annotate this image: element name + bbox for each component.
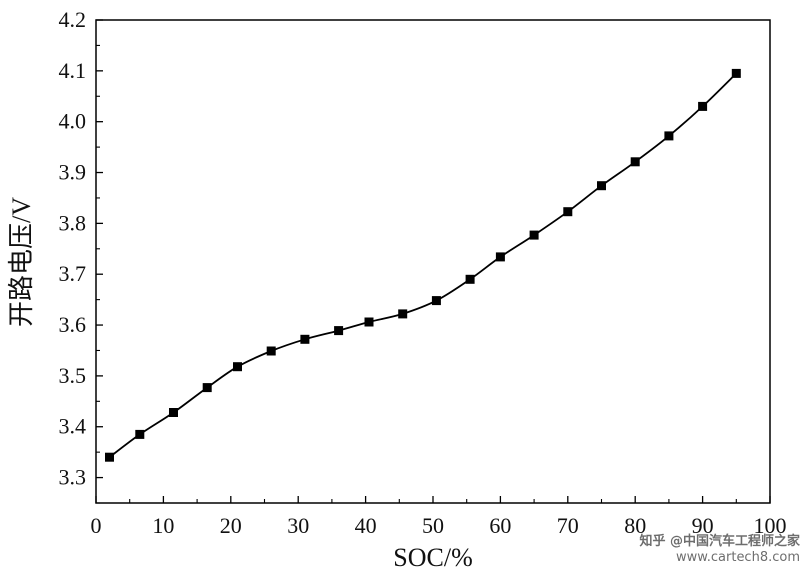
data-point	[495, 252, 505, 262]
x-tick-label: 80	[624, 513, 646, 538]
x-tick-label: 100	[754, 513, 787, 538]
data-point	[563, 207, 573, 217]
y-tick-label: 4.1	[59, 58, 87, 83]
y-tick-label: 3.7	[59, 261, 87, 286]
x-axis-title: SOC/%	[393, 543, 472, 572]
y-tick-label: 3.3	[59, 465, 87, 490]
watermark-site: www.cartech8.com	[676, 550, 800, 565]
x-tick-label: 70	[557, 513, 579, 538]
y-tick-label: 3.6	[59, 312, 87, 337]
plot-frame	[95, 19, 771, 504]
y-axis-ticks: 3.3 3.4 3.5 3.6 3.7 3.8 3.9 4.0 4.1 4.2	[59, 7, 103, 504]
data-point	[731, 68, 741, 78]
data-point	[465, 274, 475, 284]
x-tick-label: 40	[355, 513, 377, 538]
data-point	[398, 309, 408, 319]
x-tick-label: 0	[91, 513, 102, 538]
data-point	[233, 362, 242, 372]
y-tick-label: 4.0	[59, 109, 87, 134]
data-point	[698, 101, 708, 111]
data-point	[169, 408, 178, 417]
x-axis-ticks: 0 10 20 30 40 50 60 70 80 90 100	[91, 496, 787, 538]
watermark: 知乎 @中国汽车工程师之家 www.cartech8.com	[639, 534, 800, 566]
data-point	[334, 326, 344, 336]
y-tick-label: 3.9	[59, 160, 87, 185]
data-point	[431, 296, 441, 306]
data-point	[300, 334, 310, 344]
x-tick-label: 50	[422, 513, 444, 538]
data-point	[266, 346, 276, 356]
x-tick-label: 60	[489, 513, 511, 538]
y-tick-label: 3.8	[59, 210, 87, 235]
watermark-brand: 知乎 @中国汽车工程师之家	[639, 534, 800, 549]
data-point	[630, 157, 640, 167]
data-point	[529, 230, 539, 240]
data-point	[364, 317, 374, 327]
x-tick-label: 20	[220, 513, 242, 538]
data-point	[597, 181, 606, 191]
x-tick-label: 30	[287, 513, 309, 538]
data-point	[202, 383, 212, 393]
y-tick-label: 3.5	[59, 363, 87, 388]
series-line	[108, 72, 737, 458]
y-tick-label: 3.4	[59, 414, 87, 439]
data-point	[135, 429, 145, 439]
data-point	[105, 452, 114, 462]
y-axis-title: 开路电压/V	[7, 197, 36, 327]
series-markers	[105, 68, 741, 462]
y-tick-label: 4.2	[59, 7, 87, 32]
data-point	[664, 131, 674, 141]
x-tick-label: 90	[692, 513, 714, 538]
x-tick-label: 10	[152, 513, 174, 538]
